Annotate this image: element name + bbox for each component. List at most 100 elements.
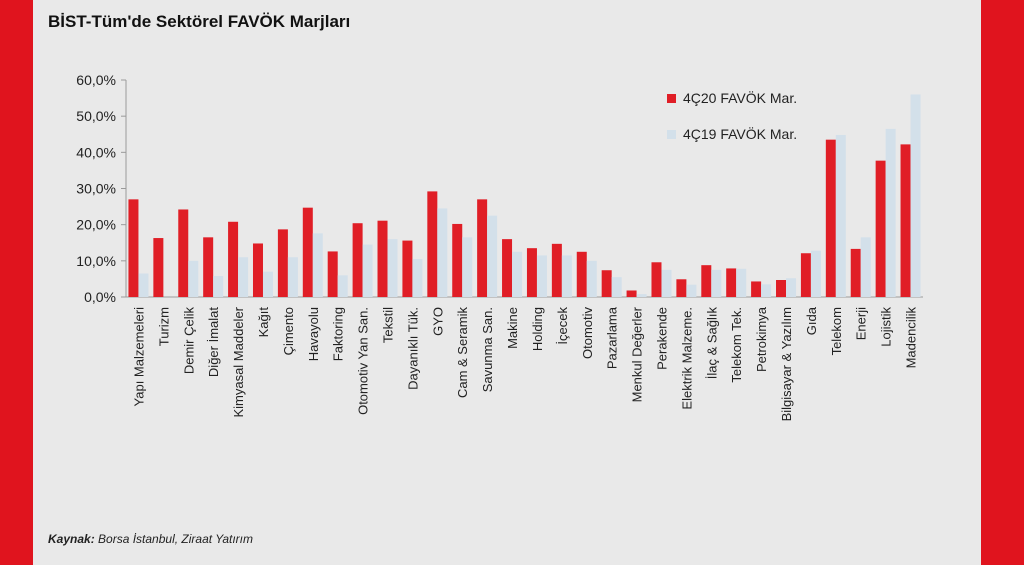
bar-series2 — [711, 269, 722, 297]
x-tick-label: Kimyasal Maddeler — [231, 306, 246, 417]
x-tick-label: Tekstil — [381, 307, 396, 343]
x-tick-label: İçecek — [555, 307, 570, 345]
x-tick-label: Otomotiv — [580, 307, 595, 360]
bar-series1 — [277, 229, 288, 297]
bar-series2 — [736, 268, 747, 297]
x-tick-label: Savunma San. — [480, 307, 495, 392]
bar-series2 — [238, 257, 249, 297]
bar-series1 — [576, 251, 587, 297]
bar-chart: 0,0% 10,0% 20,0% 30,0% 40,0% 50,0% 60,0% Yapı M… — [76, 72, 923, 421]
right-red-band — [981, 0, 1024, 565]
y-tick-label: 40,0% — [76, 144, 116, 160]
bar-series1 — [651, 262, 662, 297]
legend-swatch-2 — [667, 130, 676, 139]
bar-series1 — [203, 237, 214, 297]
bar-series1 — [302, 207, 313, 297]
x-tick-label: Telekom Tek. — [729, 307, 744, 383]
bar-series1 — [825, 139, 836, 297]
bar-series1 — [502, 239, 513, 297]
legend-swatch-1 — [667, 94, 676, 103]
bar-series2 — [213, 276, 224, 297]
y-tick-label: 30,0% — [76, 181, 116, 197]
x-tick-label: Telekom — [829, 307, 844, 355]
bar-series1 — [452, 223, 463, 297]
bar-series1 — [601, 270, 612, 297]
bar-series2 — [686, 284, 697, 297]
x-tick-label: Makine — [505, 307, 520, 349]
x-tick-label: İlaç & Sağlık — [704, 307, 719, 380]
bar-series1 — [676, 279, 687, 297]
source-label: Kaynak: — [48, 532, 95, 546]
bar-series1 — [128, 199, 139, 297]
bar-series1 — [327, 251, 338, 297]
bar-series2 — [412, 259, 423, 297]
bar-series2 — [835, 134, 846, 297]
bar-series2 — [786, 278, 797, 297]
y-tick-label: 0,0% — [84, 289, 116, 305]
bar-series2 — [487, 215, 498, 297]
chart-title: BİST-Tüm'de Sektörel FAVÖK Marjları — [48, 12, 351, 31]
bar-series2 — [561, 255, 572, 297]
x-tick-label: Menkul Değerler — [630, 306, 645, 402]
bar-series1 — [153, 238, 164, 297]
x-tick-label: Çimento — [281, 307, 296, 355]
bar-series2 — [661, 269, 672, 297]
x-tick-label: Perakende — [654, 307, 669, 370]
bar-series2 — [337, 275, 348, 297]
bar-series1 — [427, 191, 438, 297]
x-tick-label: Gıda — [804, 306, 819, 335]
x-tick-label: Diğer İmalat — [206, 307, 221, 377]
y-tick-label: 10,0% — [76, 253, 116, 269]
bar-series1 — [377, 220, 388, 297]
bar-series1 — [751, 281, 762, 297]
x-tick-label: Enerji — [854, 307, 869, 340]
bar-series1 — [402, 240, 413, 297]
bar-series1 — [800, 253, 811, 297]
bar-series2 — [586, 260, 597, 297]
x-tick-label: Madencilik — [904, 307, 919, 369]
bar-series2 — [437, 208, 448, 297]
x-tick-label: Bilgisayar & Yazılım — [779, 307, 794, 421]
bar-series2 — [462, 237, 473, 297]
x-tick-label: Demir Çelik — [181, 307, 196, 375]
bar-series2 — [387, 239, 398, 297]
x-tick-label: Havayolu — [306, 307, 321, 361]
bar-series2 — [287, 257, 298, 297]
x-tick-label: Holding — [530, 307, 545, 351]
left-red-band — [0, 0, 33, 565]
x-tick-label: Cam & Seramik — [455, 307, 470, 399]
bar-series2 — [611, 277, 622, 297]
bar-series1 — [252, 243, 263, 297]
bar-series1 — [477, 199, 488, 297]
x-tick-label: Kağıt — [256, 307, 271, 338]
y-tick-label: 50,0% — [76, 108, 116, 124]
bar-series1 — [900, 144, 911, 297]
bar-series1 — [626, 290, 637, 297]
y-tick-label: 60,0% — [76, 72, 116, 88]
x-tick-label: Elektrik Malzeme. — [679, 307, 694, 410]
bar-series1 — [526, 248, 537, 297]
legend-label-2: 4Ç19 FAVÖK Mar. — [683, 125, 797, 142]
bar-series2 — [312, 233, 323, 297]
x-tick-label: Petrokimya — [754, 306, 769, 372]
x-tick-label: Lojistik — [879, 307, 894, 347]
y-tick-label: 20,0% — [76, 217, 116, 233]
bar-series2 — [362, 244, 373, 297]
x-tick-label: Faktoring — [331, 307, 346, 361]
x-tick-label: Otomotiv Yan San. — [356, 307, 371, 415]
bar-series1 — [352, 223, 363, 297]
bar-series2 — [536, 255, 547, 297]
bar-series2 — [761, 284, 772, 297]
bar-series1 — [551, 243, 562, 297]
source-note: Kaynak: Borsa İstanbul, Ziraat Yatırım — [48, 532, 253, 546]
bar-series1 — [776, 280, 787, 297]
x-tick-label: Pazarlama — [605, 306, 620, 369]
bar-series2 — [885, 128, 896, 297]
bar-series1 — [701, 265, 712, 297]
bar-series1 — [178, 209, 189, 297]
bar-series2 — [860, 237, 871, 297]
bar-series2 — [262, 271, 273, 297]
bar-series2 — [910, 94, 921, 297]
bar-series2 — [810, 250, 821, 297]
bar-series2 — [512, 251, 523, 297]
